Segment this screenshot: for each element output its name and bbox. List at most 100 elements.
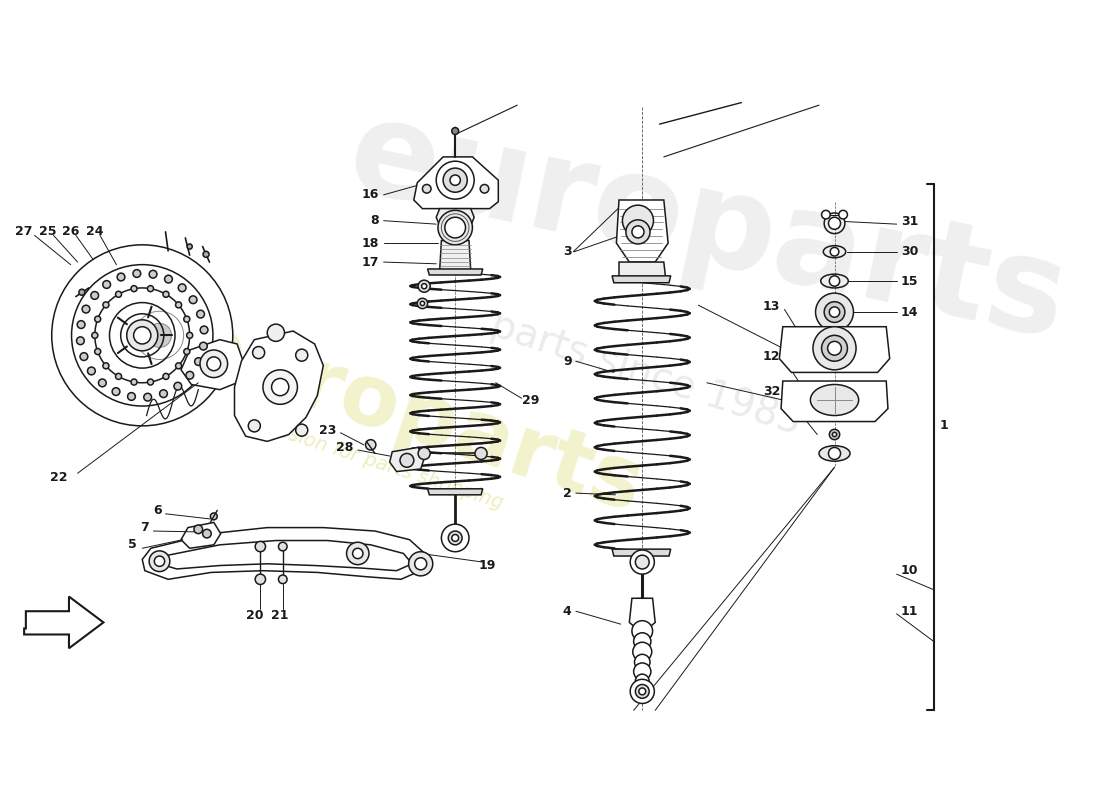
Text: 2: 2 [563, 486, 572, 500]
Polygon shape [629, 598, 656, 631]
Polygon shape [182, 522, 221, 548]
Circle shape [95, 349, 101, 354]
Circle shape [91, 332, 98, 338]
Circle shape [263, 370, 297, 404]
Circle shape [437, 161, 474, 199]
Text: 24: 24 [86, 226, 103, 238]
Circle shape [128, 393, 135, 400]
Text: parts since 1985: parts since 1985 [486, 306, 806, 442]
Circle shape [634, 663, 651, 680]
Text: 5: 5 [128, 538, 136, 551]
Circle shape [207, 357, 221, 370]
Circle shape [176, 363, 182, 369]
Text: 26: 26 [62, 226, 79, 238]
Text: 14: 14 [901, 306, 918, 318]
Circle shape [187, 332, 192, 338]
Ellipse shape [823, 246, 846, 258]
Circle shape [475, 447, 487, 459]
Text: 18: 18 [362, 237, 380, 250]
Circle shape [452, 127, 459, 134]
Circle shape [636, 685, 649, 698]
Text: 1: 1 [939, 419, 948, 432]
Circle shape [438, 210, 472, 245]
Circle shape [421, 284, 427, 289]
Circle shape [184, 316, 190, 322]
Circle shape [82, 306, 90, 313]
Circle shape [441, 524, 469, 552]
Circle shape [204, 251, 209, 258]
Circle shape [639, 688, 646, 695]
Circle shape [176, 302, 182, 308]
Circle shape [131, 379, 138, 385]
Circle shape [450, 175, 461, 186]
Circle shape [822, 335, 847, 362]
Text: 19: 19 [478, 559, 496, 572]
Text: 22: 22 [50, 471, 67, 484]
Circle shape [178, 284, 186, 292]
Text: 25: 25 [39, 226, 56, 238]
Circle shape [165, 275, 173, 283]
Circle shape [827, 342, 842, 355]
Text: 10: 10 [901, 564, 918, 577]
Circle shape [420, 302, 425, 306]
Circle shape [630, 679, 654, 703]
Circle shape [829, 276, 839, 286]
Circle shape [830, 247, 839, 256]
Circle shape [133, 326, 151, 344]
Circle shape [144, 394, 152, 401]
Circle shape [187, 244, 192, 249]
Circle shape [408, 552, 432, 576]
Text: 29: 29 [521, 394, 539, 406]
Circle shape [103, 302, 109, 308]
Circle shape [365, 440, 376, 450]
Circle shape [418, 280, 430, 292]
Circle shape [829, 307, 839, 318]
Circle shape [160, 390, 167, 398]
Circle shape [199, 342, 207, 350]
Circle shape [150, 270, 157, 278]
Circle shape [103, 363, 109, 369]
Text: 28: 28 [337, 441, 353, 454]
Text: 23: 23 [319, 424, 337, 437]
Polygon shape [612, 276, 671, 282]
Text: 17: 17 [362, 255, 380, 269]
Text: a passion for parts shopping: a passion for parts shopping [235, 409, 506, 512]
Polygon shape [182, 340, 243, 390]
Circle shape [449, 531, 462, 545]
Circle shape [189, 296, 197, 304]
Text: 15: 15 [901, 274, 918, 287]
Text: 11: 11 [901, 605, 918, 618]
Circle shape [147, 379, 154, 385]
Circle shape [824, 302, 845, 322]
Text: europarts: europarts [337, 90, 1077, 366]
Circle shape [194, 525, 202, 534]
Circle shape [822, 210, 830, 219]
Circle shape [417, 298, 428, 309]
Polygon shape [779, 326, 890, 373]
Polygon shape [437, 209, 474, 226]
Text: 30: 30 [901, 246, 918, 258]
Circle shape [626, 220, 650, 244]
Circle shape [828, 218, 840, 230]
Circle shape [444, 218, 465, 238]
Circle shape [353, 548, 363, 558]
Circle shape [88, 367, 96, 375]
Text: 20: 20 [245, 609, 263, 622]
Circle shape [636, 674, 649, 688]
Circle shape [77, 337, 85, 345]
Text: 32: 32 [762, 385, 780, 398]
Circle shape [813, 326, 856, 370]
Circle shape [150, 551, 169, 571]
Circle shape [481, 185, 488, 193]
Circle shape [296, 349, 308, 362]
Circle shape [255, 574, 265, 585]
Circle shape [346, 542, 368, 565]
Circle shape [95, 316, 101, 322]
Circle shape [278, 542, 287, 551]
Circle shape [99, 379, 107, 386]
Circle shape [126, 320, 157, 351]
Circle shape [112, 388, 120, 395]
Circle shape [135, 311, 184, 359]
Ellipse shape [811, 385, 859, 415]
Text: 31: 31 [901, 215, 918, 228]
